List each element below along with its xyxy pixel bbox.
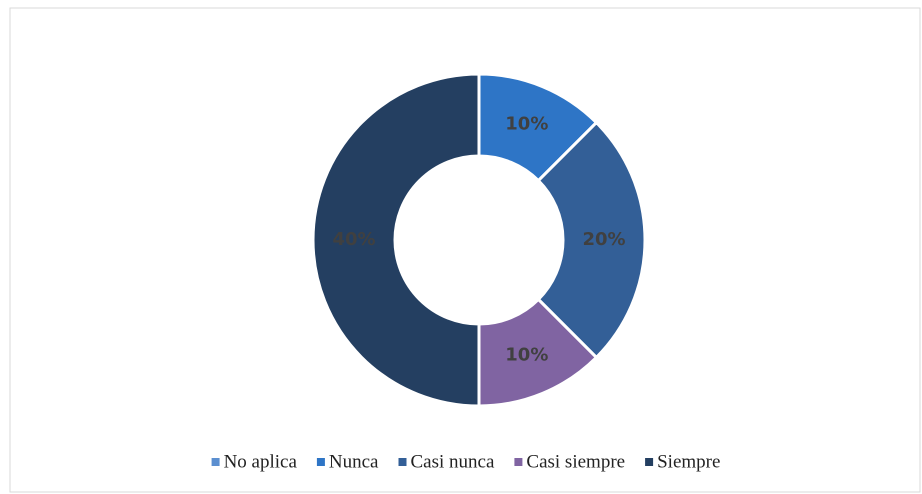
slice [536,120,647,360]
data-label: 10% [505,114,548,135]
legend-marker [211,458,220,466]
legend-label: No aplica [224,451,298,472]
legend-label: Casi nunca [411,451,495,472]
slice [311,72,481,408]
data-label: 20% [582,229,625,250]
legend-label: Casi siempre [526,451,625,472]
data-label: 10% [505,344,548,365]
legend-label: Siempre [657,451,720,472]
legend-marker [514,458,523,466]
legend-marker [316,458,325,466]
data-label: 40% [332,229,375,250]
legend-marker [398,458,407,466]
legend-label: Nunca [329,451,379,472]
legend-marker [645,458,654,466]
